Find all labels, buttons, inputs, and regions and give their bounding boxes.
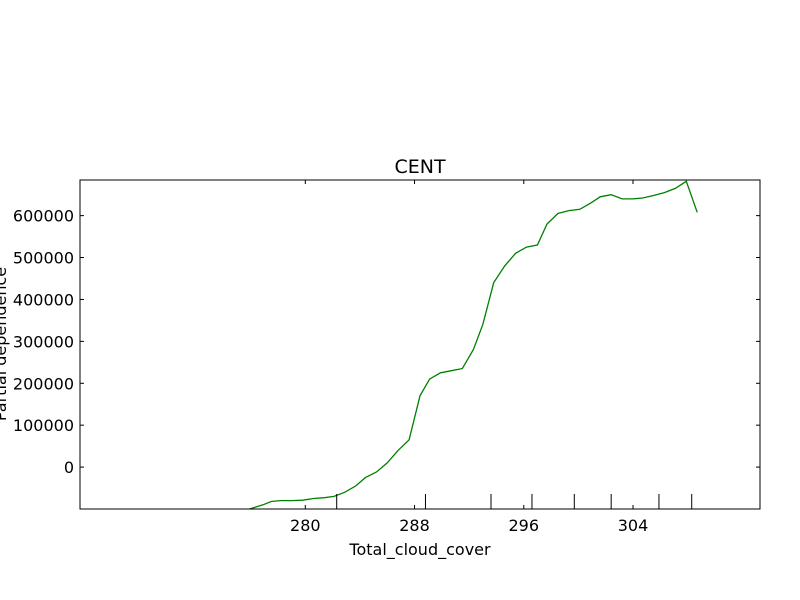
x-tick-label: 280	[290, 516, 321, 535]
plot-frame	[79, 179, 761, 510]
y-tick-label: 300000	[13, 332, 74, 351]
rug-marks	[336, 494, 693, 509]
chart-title: CENT	[394, 156, 445, 178]
x-axis-label: Total_cloud_cover	[348, 540, 491, 560]
x-tick-label: 296	[509, 516, 540, 535]
x-tick-label: 288	[399, 516, 430, 535]
y-tick-label: 500000	[13, 249, 74, 268]
plot-content	[247, 180, 698, 509]
y-tick-label: 100000	[13, 416, 74, 435]
y-tick-label: 200000	[13, 374, 74, 393]
y-tick-label: 600000	[13, 207, 74, 226]
y-tick-label: 400000	[13, 290, 74, 309]
y-axis-label: Partial dependence	[0, 267, 10, 421]
y-tick-label: 0	[64, 458, 74, 477]
series-line-1	[247, 180, 698, 509]
y-axis-ticks: 0 100000 200000 300000 400000 500000 600000	[13, 207, 760, 477]
x-axis-ticks: 280 288 296 304	[290, 180, 648, 535]
x-tick-label: 304	[618, 516, 649, 535]
